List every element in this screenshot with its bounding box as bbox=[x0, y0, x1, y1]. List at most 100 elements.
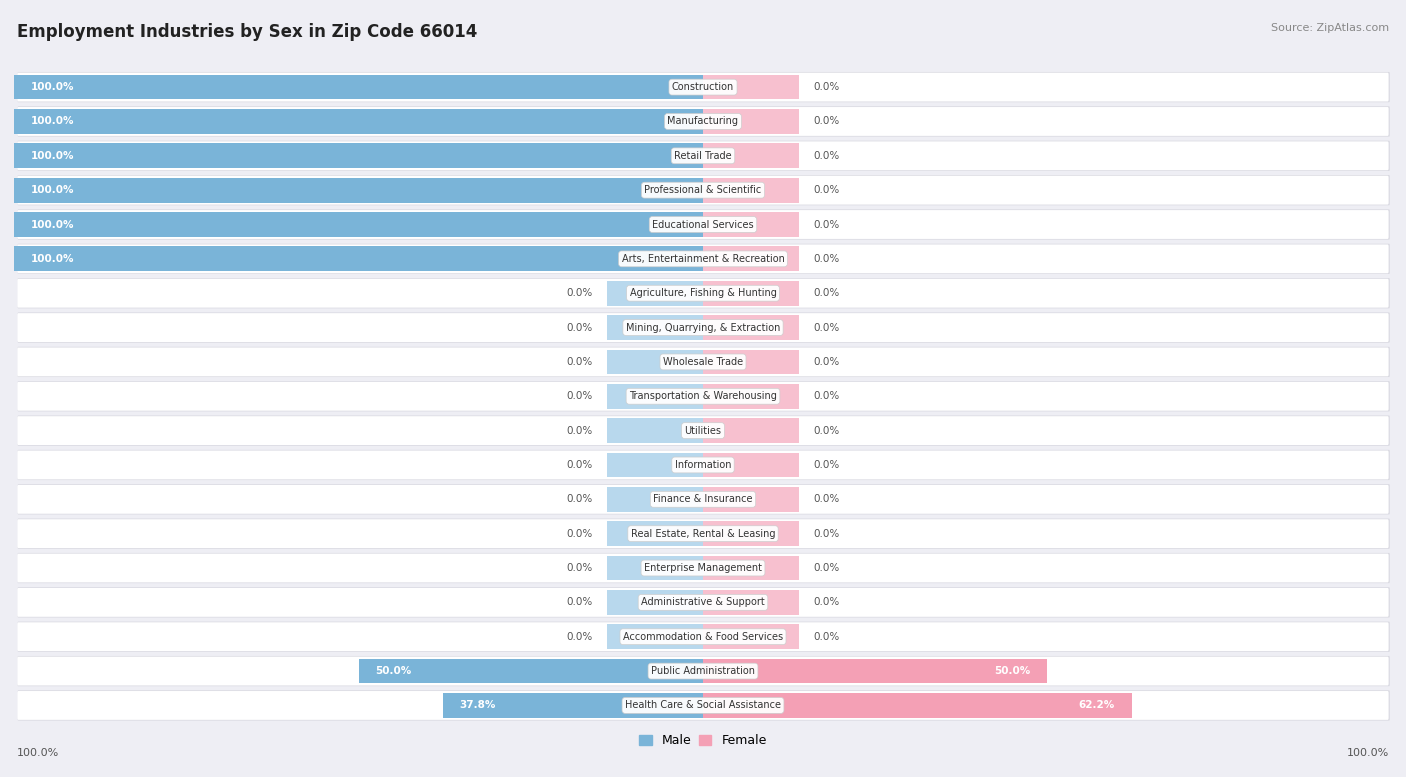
Bar bbox=[703, 625, 800, 649]
FancyBboxPatch shape bbox=[17, 519, 1389, 548]
Bar bbox=[703, 109, 800, 134]
Text: 100.0%: 100.0% bbox=[31, 220, 75, 229]
Text: 100.0%: 100.0% bbox=[31, 185, 75, 195]
Text: Accommodation & Food Services: Accommodation & Food Services bbox=[623, 632, 783, 642]
Text: Employment Industries by Sex in Zip Code 66014: Employment Industries by Sex in Zip Code… bbox=[17, 23, 477, 41]
FancyBboxPatch shape bbox=[18, 382, 1389, 411]
Bar bbox=[703, 693, 1132, 718]
Bar bbox=[443, 693, 703, 718]
FancyBboxPatch shape bbox=[18, 450, 1389, 480]
FancyBboxPatch shape bbox=[18, 347, 1389, 377]
Bar bbox=[14, 212, 703, 237]
Bar bbox=[703, 590, 800, 615]
FancyBboxPatch shape bbox=[18, 518, 1389, 549]
FancyBboxPatch shape bbox=[18, 656, 1389, 686]
Text: 0.0%: 0.0% bbox=[813, 151, 839, 161]
FancyBboxPatch shape bbox=[17, 313, 1389, 342]
FancyBboxPatch shape bbox=[18, 690, 1389, 720]
Text: 0.0%: 0.0% bbox=[813, 322, 839, 333]
Legend: Male, Female: Male, Female bbox=[634, 730, 772, 752]
FancyBboxPatch shape bbox=[17, 622, 1389, 651]
Text: Manufacturing: Manufacturing bbox=[668, 117, 738, 127]
Bar bbox=[703, 487, 800, 512]
Text: 0.0%: 0.0% bbox=[567, 426, 593, 436]
FancyBboxPatch shape bbox=[17, 347, 1389, 376]
Text: 0.0%: 0.0% bbox=[813, 357, 839, 367]
FancyBboxPatch shape bbox=[18, 106, 1389, 137]
Text: 0.0%: 0.0% bbox=[813, 632, 839, 642]
Text: 0.0%: 0.0% bbox=[813, 563, 839, 573]
Text: 100.0%: 100.0% bbox=[17, 747, 59, 758]
Text: 0.0%: 0.0% bbox=[813, 426, 839, 436]
FancyBboxPatch shape bbox=[18, 244, 1389, 274]
FancyBboxPatch shape bbox=[17, 279, 1389, 308]
Text: Arts, Entertainment & Recreation: Arts, Entertainment & Recreation bbox=[621, 254, 785, 264]
Text: 0.0%: 0.0% bbox=[567, 598, 593, 608]
Text: 0.0%: 0.0% bbox=[813, 185, 839, 195]
Bar bbox=[703, 418, 800, 443]
Text: 100.0%: 100.0% bbox=[31, 151, 75, 161]
FancyBboxPatch shape bbox=[18, 209, 1389, 239]
Bar bbox=[703, 521, 800, 546]
Bar bbox=[703, 212, 800, 237]
FancyBboxPatch shape bbox=[18, 553, 1389, 584]
Bar bbox=[606, 418, 703, 443]
Text: 0.0%: 0.0% bbox=[567, 460, 593, 470]
Text: 0.0%: 0.0% bbox=[567, 632, 593, 642]
FancyBboxPatch shape bbox=[17, 691, 1389, 720]
Text: Professional & Scientific: Professional & Scientific bbox=[644, 185, 762, 195]
Bar bbox=[703, 144, 800, 168]
Text: Educational Services: Educational Services bbox=[652, 220, 754, 229]
Bar bbox=[606, 384, 703, 409]
Text: 0.0%: 0.0% bbox=[567, 494, 593, 504]
Text: 0.0%: 0.0% bbox=[567, 288, 593, 298]
Bar bbox=[606, 556, 703, 580]
Bar bbox=[703, 556, 800, 580]
Text: Real Estate, Rental & Leasing: Real Estate, Rental & Leasing bbox=[631, 528, 775, 538]
Text: 0.0%: 0.0% bbox=[813, 460, 839, 470]
Bar bbox=[703, 315, 800, 340]
FancyBboxPatch shape bbox=[18, 484, 1389, 514]
Text: 37.8%: 37.8% bbox=[460, 700, 495, 710]
Bar bbox=[14, 75, 703, 99]
FancyBboxPatch shape bbox=[18, 278, 1389, 308]
Bar bbox=[359, 659, 703, 684]
FancyBboxPatch shape bbox=[18, 587, 1389, 618]
Bar bbox=[703, 453, 800, 477]
Bar bbox=[606, 521, 703, 546]
Text: 0.0%: 0.0% bbox=[567, 563, 593, 573]
Text: Transportation & Warehousing: Transportation & Warehousing bbox=[628, 392, 778, 401]
Bar bbox=[606, 590, 703, 615]
FancyBboxPatch shape bbox=[17, 451, 1389, 479]
Text: 0.0%: 0.0% bbox=[567, 528, 593, 538]
FancyBboxPatch shape bbox=[18, 622, 1389, 652]
FancyBboxPatch shape bbox=[18, 175, 1389, 205]
Text: 0.0%: 0.0% bbox=[813, 392, 839, 401]
Text: 62.2%: 62.2% bbox=[1078, 700, 1115, 710]
FancyBboxPatch shape bbox=[18, 141, 1389, 171]
Bar bbox=[14, 109, 703, 134]
Bar bbox=[703, 384, 800, 409]
Bar bbox=[14, 178, 703, 203]
Bar bbox=[14, 144, 703, 168]
Bar bbox=[703, 75, 800, 99]
FancyBboxPatch shape bbox=[17, 553, 1389, 583]
Text: Finance & Insurance: Finance & Insurance bbox=[654, 494, 752, 504]
Text: 0.0%: 0.0% bbox=[567, 392, 593, 401]
Bar bbox=[703, 280, 800, 305]
Bar bbox=[606, 453, 703, 477]
FancyBboxPatch shape bbox=[17, 382, 1389, 411]
Bar bbox=[606, 350, 703, 375]
Text: 0.0%: 0.0% bbox=[813, 288, 839, 298]
Text: Wholesale Trade: Wholesale Trade bbox=[664, 357, 742, 367]
FancyBboxPatch shape bbox=[17, 657, 1389, 685]
Text: Agriculture, Fishing & Hunting: Agriculture, Fishing & Hunting bbox=[630, 288, 776, 298]
Text: 50.0%: 50.0% bbox=[994, 666, 1031, 676]
FancyBboxPatch shape bbox=[17, 210, 1389, 239]
Text: Retail Trade: Retail Trade bbox=[675, 151, 731, 161]
Bar bbox=[703, 659, 1047, 684]
Text: Construction: Construction bbox=[672, 82, 734, 92]
Text: Administrative & Support: Administrative & Support bbox=[641, 598, 765, 608]
Text: 100.0%: 100.0% bbox=[1347, 747, 1389, 758]
Text: 0.0%: 0.0% bbox=[567, 322, 593, 333]
